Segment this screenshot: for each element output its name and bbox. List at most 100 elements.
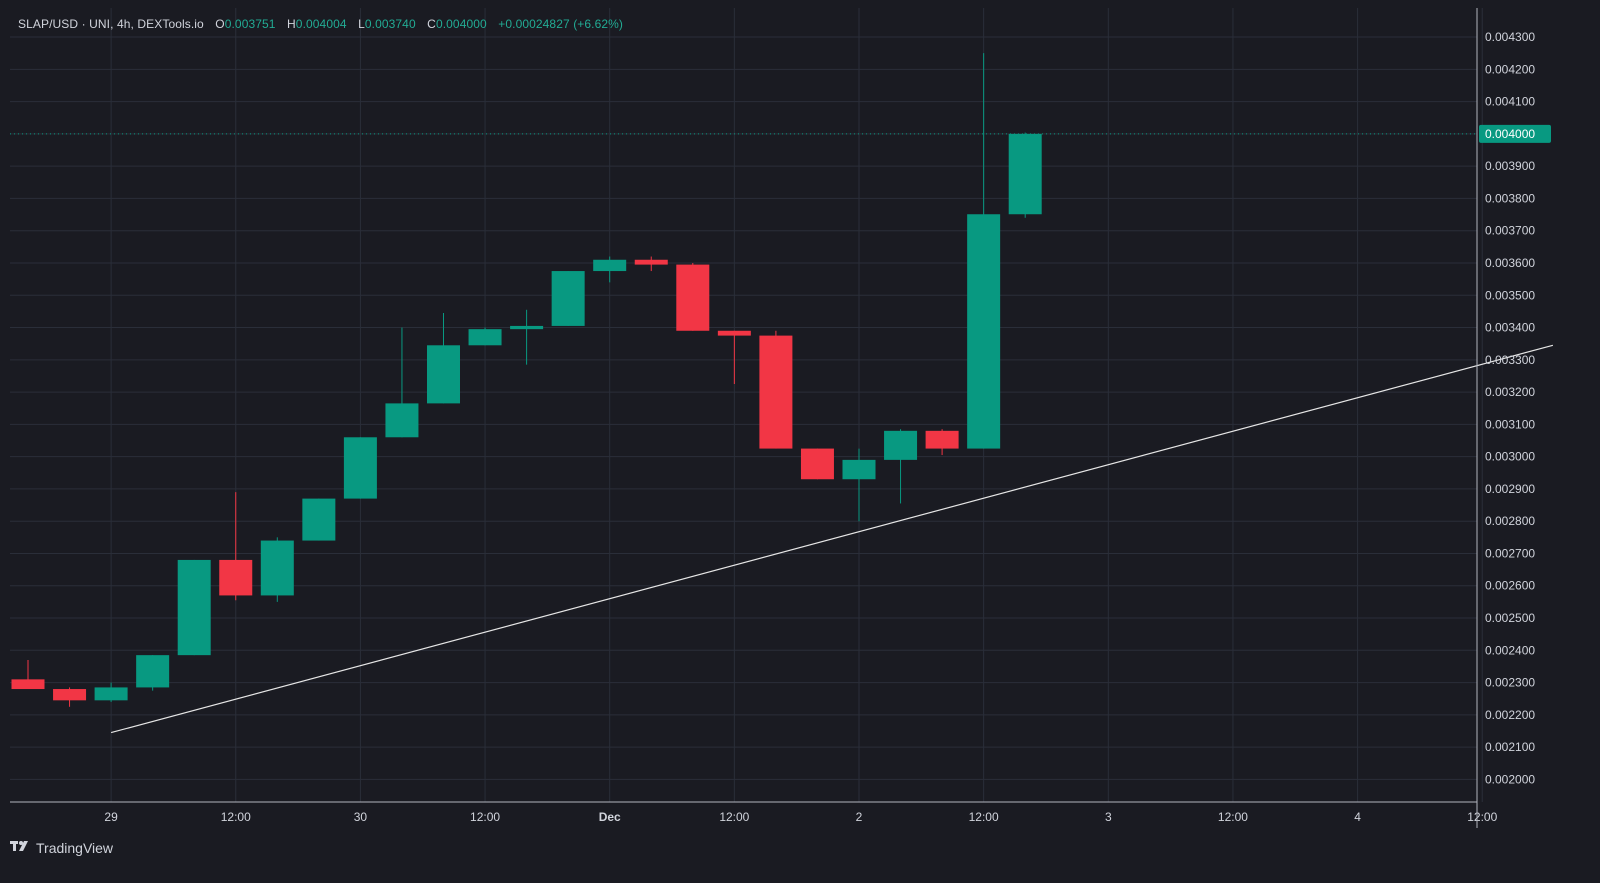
y-tick-label: 0.003300 <box>1485 353 1535 367</box>
candle-body <box>53 689 87 701</box>
x-tick-label: 12:00 <box>719 810 749 824</box>
candle-body <box>967 214 1001 449</box>
candle-down <box>759 330 793 449</box>
candle-down <box>676 262 710 331</box>
candle-body <box>842 459 876 480</box>
candle-up <box>260 537 294 602</box>
candle-down <box>53 687 87 707</box>
candle-body <box>510 325 544 330</box>
x-tick-label: 2 <box>856 810 863 824</box>
candle-down <box>634 256 668 272</box>
candle-body <box>634 259 668 265</box>
tradingview-logo-icon <box>10 841 28 851</box>
candle-up <box>593 256 627 283</box>
candle-body <box>884 430 918 460</box>
x-tick-label: 12:00 <box>221 810 251 824</box>
candle-body <box>1008 133 1042 215</box>
y-tick-label: 0.003800 <box>1485 191 1535 205</box>
candle-body <box>427 345 460 404</box>
candle-up <box>136 655 170 691</box>
candle-body <box>676 264 710 331</box>
trendline <box>110 344 1554 734</box>
y-tick-label: 0.004200 <box>1485 62 1535 76</box>
trendline-layer <box>110 344 1554 734</box>
candle-body <box>925 430 959 449</box>
x-tick-label: 12:00 <box>969 810 999 824</box>
candle-body <box>800 448 834 480</box>
candle-down <box>717 330 751 385</box>
candle-up <box>510 309 544 365</box>
candle-body <box>177 559 211 656</box>
open-value: 0.003751 <box>224 17 276 31</box>
low-label: L <box>358 17 365 31</box>
x-tick-label: 3 <box>1105 810 1112 824</box>
ohlc-legend: SLAP/USD · UNI, 4h, DEXTools.io O0.00375… <box>18 17 623 31</box>
y-tick-label: 0.002300 <box>1485 676 1535 690</box>
open-label: O <box>215 17 225 31</box>
low-value: 0.003740 <box>364 17 416 31</box>
candle-up <box>884 429 918 504</box>
x-tick-label: 30 <box>354 810 368 824</box>
candle-body <box>94 687 128 701</box>
candle-up <box>468 327 502 346</box>
candle-body <box>717 330 751 336</box>
x-tick-label: 12:00 <box>1467 810 1497 824</box>
candle-down <box>219 492 253 601</box>
y-tick-label: 0.002500 <box>1485 611 1535 625</box>
y-tick-label: 0.003000 <box>1485 450 1535 464</box>
candle-body <box>136 655 170 688</box>
y-tick-label: 0.002900 <box>1485 482 1535 496</box>
candles-layer <box>11 53 1042 707</box>
candle-up <box>551 271 585 326</box>
y-tick-label: 0.003100 <box>1485 417 1535 431</box>
tradingview-branding[interactable]: TradingView <box>10 840 113 856</box>
candle-up <box>177 559 211 656</box>
y-tick-label: 0.002200 <box>1485 708 1535 722</box>
y-tick-label: 0.003500 <box>1485 288 1535 302</box>
candle-body <box>11 679 45 690</box>
y-tick-label: 0.003600 <box>1485 256 1535 270</box>
candle-down <box>925 429 959 456</box>
last-price-label: 0.004000 <box>1485 127 1535 141</box>
candle-up <box>302 498 336 541</box>
candle-body <box>468 329 502 346</box>
candle-body <box>219 559 253 596</box>
y-tick-label: 0.003700 <box>1485 224 1535 238</box>
y-tick-label: 0.004300 <box>1485 30 1535 44</box>
candle-body <box>302 498 336 541</box>
high-label: H <box>287 17 296 31</box>
y-tick-label: 0.002600 <box>1485 579 1535 593</box>
candle-body <box>343 437 377 499</box>
candle-body <box>551 271 585 326</box>
x-tick-label: 4 <box>1354 810 1361 824</box>
symbol-label: SLAP/USD · UNI, 4h, DEXTools.io <box>18 17 204 31</box>
close-value: 0.004000 <box>435 17 487 31</box>
tradingview-name: TradingView <box>36 840 114 856</box>
y-tick-label: 0.002400 <box>1485 643 1535 657</box>
candle-up <box>842 448 876 522</box>
x-tick-label: 29 <box>104 810 118 824</box>
last-price-tag <box>1479 124 1551 143</box>
candle-up <box>385 327 419 438</box>
candle-down <box>11 659 45 690</box>
candle-body <box>759 335 793 449</box>
y-tick-label: 0.002100 <box>1485 740 1535 754</box>
y-tick-label: 0.004100 <box>1485 95 1535 109</box>
y-tick-label: 0.003900 <box>1485 159 1535 173</box>
y-tick-label: 0.002800 <box>1485 514 1535 528</box>
y-tick-label: 0.003200 <box>1485 385 1535 399</box>
x-tick-label: 12:00 <box>1218 810 1248 824</box>
axes-layer: 0.002000 0.002100 0.002200 0.002300 0.002400… <box>10 8 1551 828</box>
candle-body <box>593 259 627 272</box>
high-value: 0.004004 <box>295 17 347 31</box>
grid-layer <box>10 8 1483 802</box>
candle-body <box>260 540 294 596</box>
x-tick-label: 12:00 <box>470 810 500 824</box>
y-tick-label: 0.002700 <box>1485 546 1535 560</box>
candle-body <box>385 403 419 438</box>
candle-up <box>427 313 460 404</box>
y-tick-label: 0.003400 <box>1485 321 1535 335</box>
change-value: +0.00024827 (+6.62%) <box>498 17 624 31</box>
